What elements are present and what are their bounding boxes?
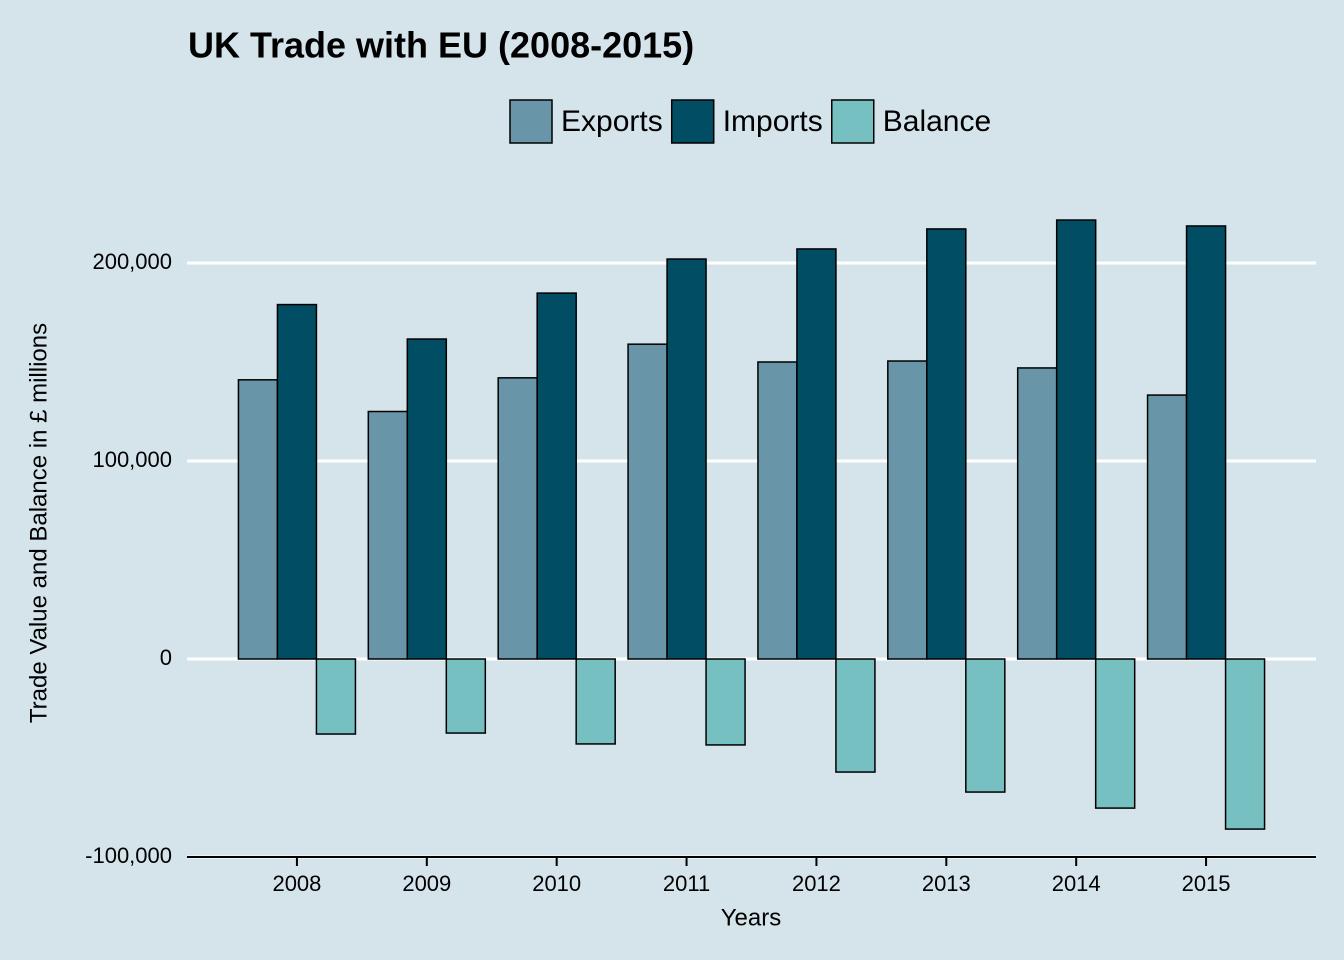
- legend-swatch: [831, 99, 875, 144]
- chart-title: UK Trade with EU (2008-2015): [188, 25, 694, 66]
- bar: [497, 377, 538, 660]
- bar: [406, 338, 448, 660]
- bar: [887, 360, 928, 660]
- bar: [705, 658, 746, 746]
- bar: [965, 658, 1006, 793]
- bar: [1224, 658, 1266, 830]
- y-tick-label: 200,000: [92, 249, 172, 274]
- x-tick-label: 2015: [1182, 871, 1231, 896]
- x-tick-label: 2014: [1052, 871, 1101, 896]
- legend-label: Exports: [561, 105, 663, 138]
- bar: [445, 658, 487, 734]
- y-tick-label: -100,000: [85, 843, 172, 868]
- legend-label: Imports: [723, 105, 823, 138]
- bar: [1016, 367, 1058, 660]
- bar: [575, 658, 616, 745]
- bar: [237, 379, 279, 660]
- bar: [536, 292, 577, 660]
- bar: [796, 248, 837, 660]
- bar: [666, 258, 707, 660]
- bar: [1185, 225, 1227, 660]
- bar: [1146, 394, 1188, 660]
- x-tick-label: 2008: [272, 871, 321, 896]
- bar: [757, 361, 798, 660]
- legend-swatch: [509, 99, 553, 144]
- y-tick-label: 100,000: [92, 447, 172, 472]
- bar: [627, 343, 668, 660]
- y-axis-title: Trade Value and Balance in £ millions: [25, 323, 52, 723]
- bar: [835, 658, 876, 773]
- x-tick-label: 2012: [792, 871, 841, 896]
- legend-swatch: [670, 99, 715, 144]
- bar: [276, 303, 318, 660]
- bar: [1094, 658, 1136, 809]
- x-tick-label: 2010: [532, 871, 581, 896]
- bar: [315, 658, 357, 735]
- x-tick-label: 2009: [402, 871, 451, 896]
- x-tick-label: 2013: [922, 871, 971, 896]
- bar: [1055, 219, 1097, 660]
- legend-label: Balance: [883, 105, 991, 138]
- x-tick-label: 2011: [663, 871, 710, 896]
- y-tick-label: 0: [160, 645, 172, 670]
- bar: [926, 228, 967, 660]
- x-axis-title: Years: [721, 904, 782, 931]
- bar: [367, 410, 409, 660]
